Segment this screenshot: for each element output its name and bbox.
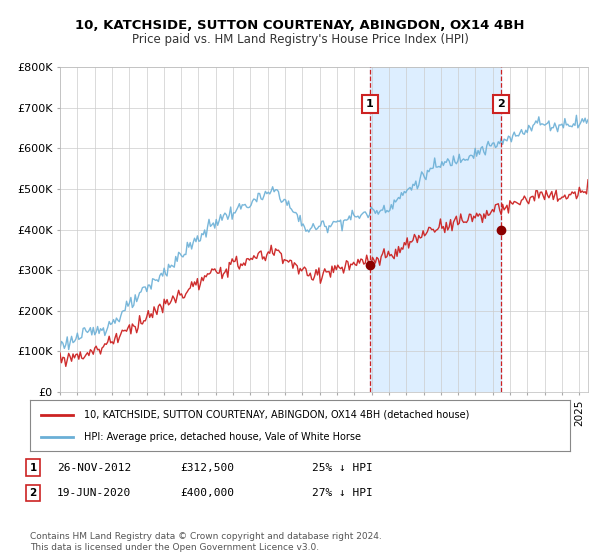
Text: 10, KATCHSIDE, SUTTON COURTENAY, ABINGDON, OX14 4BH: 10, KATCHSIDE, SUTTON COURTENAY, ABINGDO…: [75, 18, 525, 32]
Text: 10, KATCHSIDE, SUTTON COURTENAY, ABINGDON, OX14 4BH (detached house): 10, KATCHSIDE, SUTTON COURTENAY, ABINGDO…: [84, 409, 469, 419]
Bar: [370, 67, 501, 392]
Text: 2: 2: [29, 488, 37, 498]
Text: £312,500: £312,500: [180, 463, 234, 473]
Text: 1: 1: [366, 99, 374, 109]
Text: 27% ↓ HPI: 27% ↓ HPI: [312, 488, 373, 498]
Text: 1: 1: [29, 463, 37, 473]
Text: 19-JUN-2020: 19-JUN-2020: [57, 488, 131, 498]
Text: Price paid vs. HM Land Registry's House Price Index (HPI): Price paid vs. HM Land Registry's House …: [131, 32, 469, 46]
Text: £400,000: £400,000: [180, 488, 234, 498]
Text: 2: 2: [497, 99, 505, 109]
Text: HPI: Average price, detached house, Vale of White Horse: HPI: Average price, detached house, Vale…: [84, 432, 361, 442]
Text: Contains HM Land Registry data © Crown copyright and database right 2024.
This d: Contains HM Land Registry data © Crown c…: [30, 532, 382, 552]
Text: 25% ↓ HPI: 25% ↓ HPI: [312, 463, 373, 473]
Text: 26-NOV-2012: 26-NOV-2012: [57, 463, 131, 473]
